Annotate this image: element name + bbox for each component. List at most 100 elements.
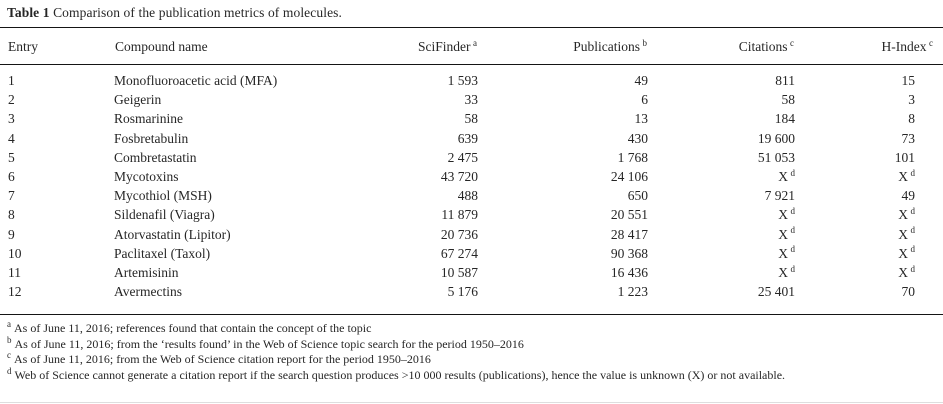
cell-scifinder: 1 593 — [447, 73, 478, 88]
cell-publications: 90 368 — [610, 245, 648, 261]
cell-compound: Mycotoxins — [114, 169, 179, 185]
unknown-value-marker: d — [790, 225, 796, 236]
cell-compound: Combretastatin — [114, 149, 197, 165]
footnote-b-text: As of June 11, 2016; from the ‘results f… — [14, 336, 524, 351]
table-body: 1 Monofluoroacetic acid (MFA) 1 593 49 811 15… — [0, 65, 943, 316]
cell-h-index: 101 — [894, 149, 915, 165]
cell-compound: Artemisinin — [114, 265, 179, 281]
cell-citations: 184 — [774, 111, 795, 127]
cell-compound: Geigerin — [114, 92, 162, 108]
col-header-h-index-sup: c — [929, 37, 933, 48]
publication-metrics-table: Entry Compound name SciFinder a Publicati… — [0, 27, 943, 316]
unknown-value-marker: d — [910, 225, 916, 236]
unknown-value-marker: d — [910, 205, 916, 216]
cell-entry: 8 — [8, 207, 15, 223]
cell-scifinder: 488 — [457, 188, 478, 204]
cell-publications: 650 — [627, 188, 648, 204]
footnote-a-marker: a — [7, 319, 11, 330]
col-header-scifinder-sup: a — [473, 37, 477, 48]
cell-publications: 49 — [634, 73, 649, 88]
cell-entry: 10 — [8, 245, 22, 261]
col-header-entry: Entry — [0, 27, 114, 65]
col-header-h-index: H-Index c — [795, 27, 943, 65]
cell-entry: 12 — [0, 282, 114, 316]
table-caption: Table 1 Comparison of the publication me… — [0, 0, 943, 27]
cell-citations: 58 — [781, 92, 796, 108]
cell-compound: Rosmarinine — [114, 111, 183, 127]
cell-scifinder: 639 — [457, 130, 478, 146]
unknown-value-marker: d — [910, 244, 916, 255]
cell-entry: 9 — [8, 226, 15, 242]
cell-publications: 28 417 — [610, 226, 648, 242]
table-row: 1 Monofluoroacetic acid (MFA) 1 593 49 811 15 — [0, 65, 943, 91]
footnote-d-text: Web of Science cannot generate a citatio… — [14, 367, 786, 382]
unknown-value-marker: d — [790, 167, 796, 178]
cell-compound: Fosbretabulin — [114, 130, 189, 146]
cell-scifinder: 5 176 — [364, 282, 478, 316]
footnote-b: b As of June 11, 2016; from the ‘results … — [7, 334, 935, 353]
cell-scifinder: 11 879 — [441, 207, 478, 223]
page-bottom-edge — [0, 402, 943, 403]
table-row: 5 Combretastatin 2 475 1 768 51 053 101 — [0, 148, 943, 167]
cell-entry: 4 — [8, 130, 15, 146]
cell-publications: 1 768 — [617, 149, 648, 165]
cell-publications: 16 436 — [610, 265, 648, 281]
cell-citations: 25 401 — [648, 282, 795, 316]
cell-scifinder: 10 587 — [440, 265, 478, 281]
cell-scifinder: 58 — [464, 111, 479, 127]
unknown-value-marker: d — [790, 205, 796, 216]
cell-compound: Paclitaxel (Taxol) — [114, 245, 211, 261]
cell-entry: 1 — [8, 73, 15, 88]
col-header-scifinder: SciFinder a — [364, 27, 478, 65]
footnote-c: c As of June 11, 2016; from the Web of Sc… — [7, 350, 935, 368]
table-row: 12 Avermectins 5 176 1 223 25 401 70 — [0, 282, 943, 316]
unknown-value-marker: d — [910, 167, 916, 178]
footnote-c-marker: c — [7, 350, 11, 361]
col-header-publications-sup: b — [642, 37, 648, 48]
footnote-b-marker: b — [7, 334, 12, 345]
cell-scifinder: 20 736 — [440, 226, 478, 242]
col-header-publications: Publications b — [478, 27, 648, 65]
unknown-value-marker: d — [910, 263, 916, 274]
cell-entry: 11 — [8, 265, 21, 281]
col-header-citations-sup: c — [790, 37, 794, 48]
cell-entry: 5 — [8, 149, 15, 165]
cell-publications: 6 — [641, 92, 648, 108]
cell-entry: 3 — [8, 111, 15, 127]
footnote-a-text: As of June 11, 2016; references found th… — [14, 321, 372, 336]
cell-publications: 20 551 — [610, 207, 648, 223]
cell-publications: 24 106 — [610, 169, 648, 185]
cell-compound: Mycothiol (MSH) — [114, 188, 212, 204]
unknown-value-marker: d — [790, 244, 796, 255]
cell-publications: 1 223 — [478, 282, 648, 316]
cell-scifinder: 67 274 — [440, 245, 478, 261]
cell-h-index: 8 — [908, 111, 915, 127]
footnote-d-marker: d — [7, 365, 12, 376]
table-row: 2 Geigerin 33 6 58 3 — [0, 90, 943, 109]
cell-compound: Sildenafil (Viagra) — [114, 207, 215, 223]
cell-publications: 13 — [634, 111, 649, 127]
cell-compound: Monofluoroacetic acid (MFA) — [114, 73, 278, 88]
table-caption-label: Table 1 — [7, 5, 50, 20]
cell-h-index: 49 — [901, 188, 916, 204]
footnote-a: a As of June 11, 2016; references found t… — [7, 319, 935, 337]
cell-scifinder: 2 475 — [447, 149, 478, 165]
col-header-citations: Citations c — [648, 27, 795, 65]
cell-h-index: 70 — [795, 282, 943, 316]
cell-compound: Avermectins — [114, 282, 364, 316]
table-row: 4 Fosbretabulin 639 430 19 600 73 — [0, 129, 943, 148]
